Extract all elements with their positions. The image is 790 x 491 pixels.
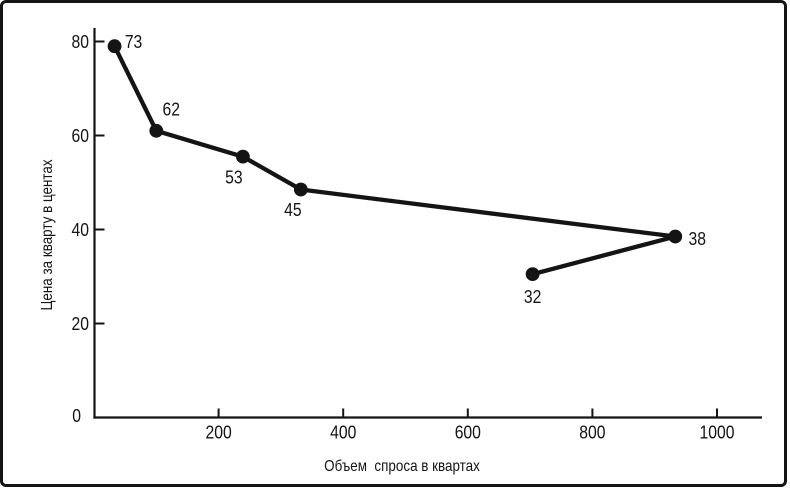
demand-curve — [112, 44, 678, 277]
x-axis-title: Объем спроса в квартах — [324, 458, 480, 475]
data-point-marker — [293, 182, 308, 197]
x-tick-label: 800 — [579, 421, 605, 443]
data-point-marker — [149, 123, 164, 138]
y-tick-label: 40 — [72, 219, 89, 241]
x-tick-label: 1000 — [700, 421, 735, 443]
x-tick-label: 400 — [330, 421, 356, 443]
y-tick-label: 0 — [72, 405, 81, 427]
data-point-marker — [107, 39, 122, 54]
y-tick-label: 60 — [72, 125, 89, 147]
y-axis-title: Цена за кварту в центах — [39, 159, 56, 311]
x-tick-label: 600 — [455, 421, 481, 443]
data-point-label: 62 — [163, 98, 180, 120]
data-point-label: 45 — [284, 199, 301, 221]
data-point-label: 73 — [125, 31, 142, 53]
data-point-label: 53 — [225, 166, 242, 188]
data-point-marker — [235, 149, 250, 164]
data-point-marker — [668, 229, 683, 244]
data-point-label: 38 — [689, 228, 706, 250]
y-tick-label: 20 — [72, 313, 89, 335]
x-tick-label: 200 — [205, 421, 231, 443]
data-point-label: 32 — [524, 286, 541, 308]
data-point-marker — [525, 267, 540, 282]
y-tick-label: 80 — [72, 31, 89, 53]
